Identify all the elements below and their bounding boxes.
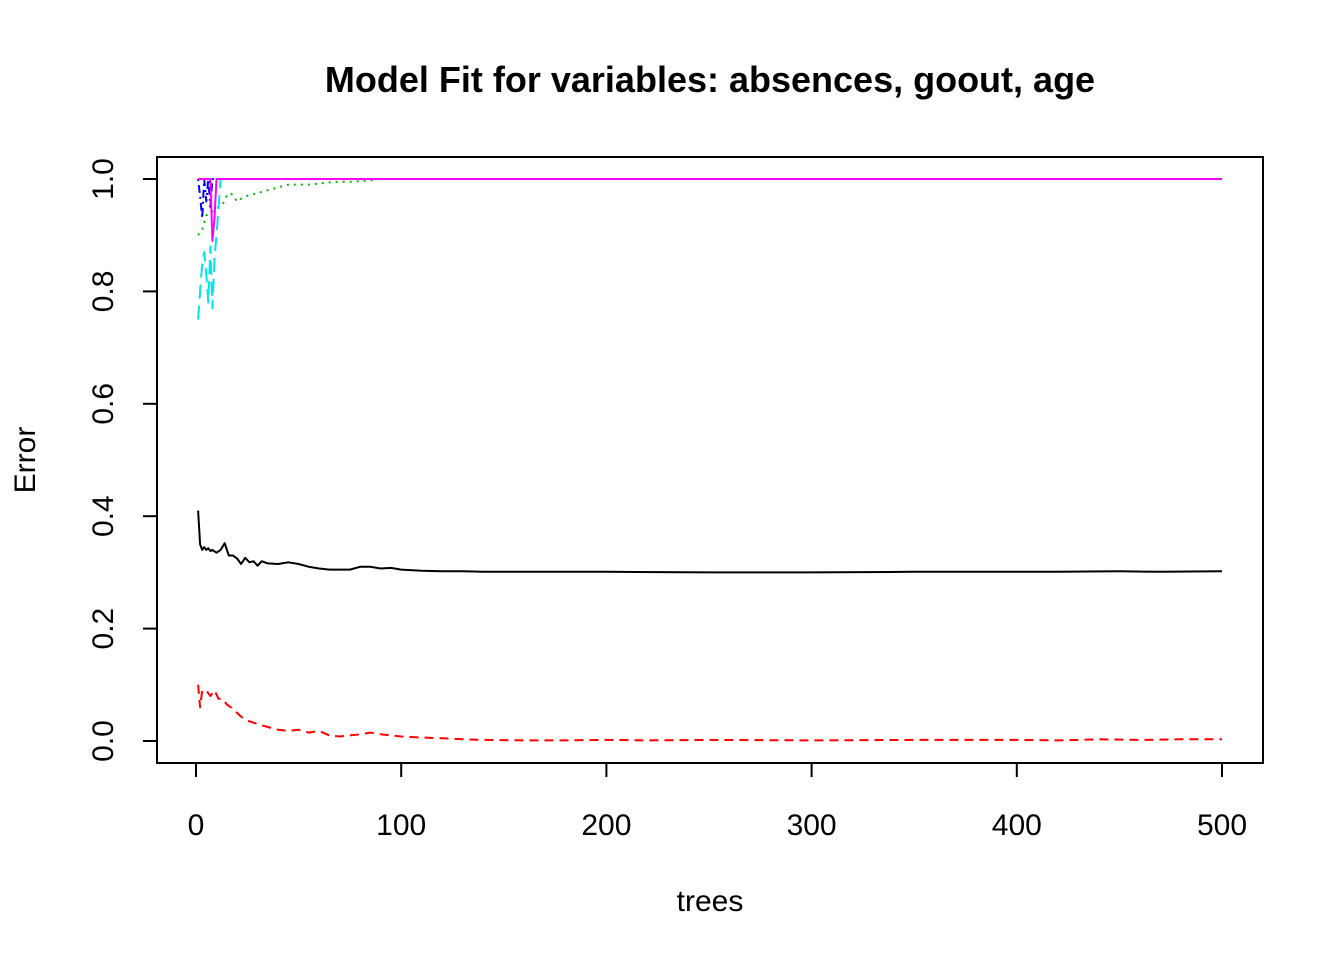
chart-title: Model Fit for variables: absences, goout…	[325, 59, 1095, 100]
series-line-5	[198, 178, 1222, 242]
x-tick-label: 100	[376, 809, 426, 842]
y-tick-label: 0.8	[87, 271, 120, 313]
y-axis-label: Error	[9, 427, 42, 494]
x-tick-label: 500	[1197, 809, 1247, 842]
series-layer	[197, 178, 1223, 742]
plot-frame	[156, 156, 1264, 764]
series-line-3	[197, 178, 1222, 220]
x-axis-label: trees	[677, 885, 744, 918]
x-tick-label: 300	[787, 809, 837, 842]
y-tick-label: 0.6	[87, 383, 120, 425]
x-tick-label: 0	[188, 809, 205, 842]
x-axis: 0 100 200 300 400 500	[188, 763, 1247, 842]
y-tick-label: 0.4	[87, 495, 120, 537]
y-axis: 0.0 0.2 0.4 0.6 0.8 1.0	[87, 158, 157, 762]
series-line-4	[197, 178, 1222, 320]
x-tick-label: 400	[992, 809, 1042, 842]
series-line-1	[197, 684, 1222, 742]
series-line-0	[197, 510, 1223, 574]
x-tick-label: 200	[581, 809, 631, 842]
series-line-2	[197, 178, 1222, 236]
y-tick-label: 1.0	[87, 158, 120, 200]
y-tick-label: 0.0	[87, 720, 120, 762]
y-tick-label: 0.2	[87, 608, 120, 650]
